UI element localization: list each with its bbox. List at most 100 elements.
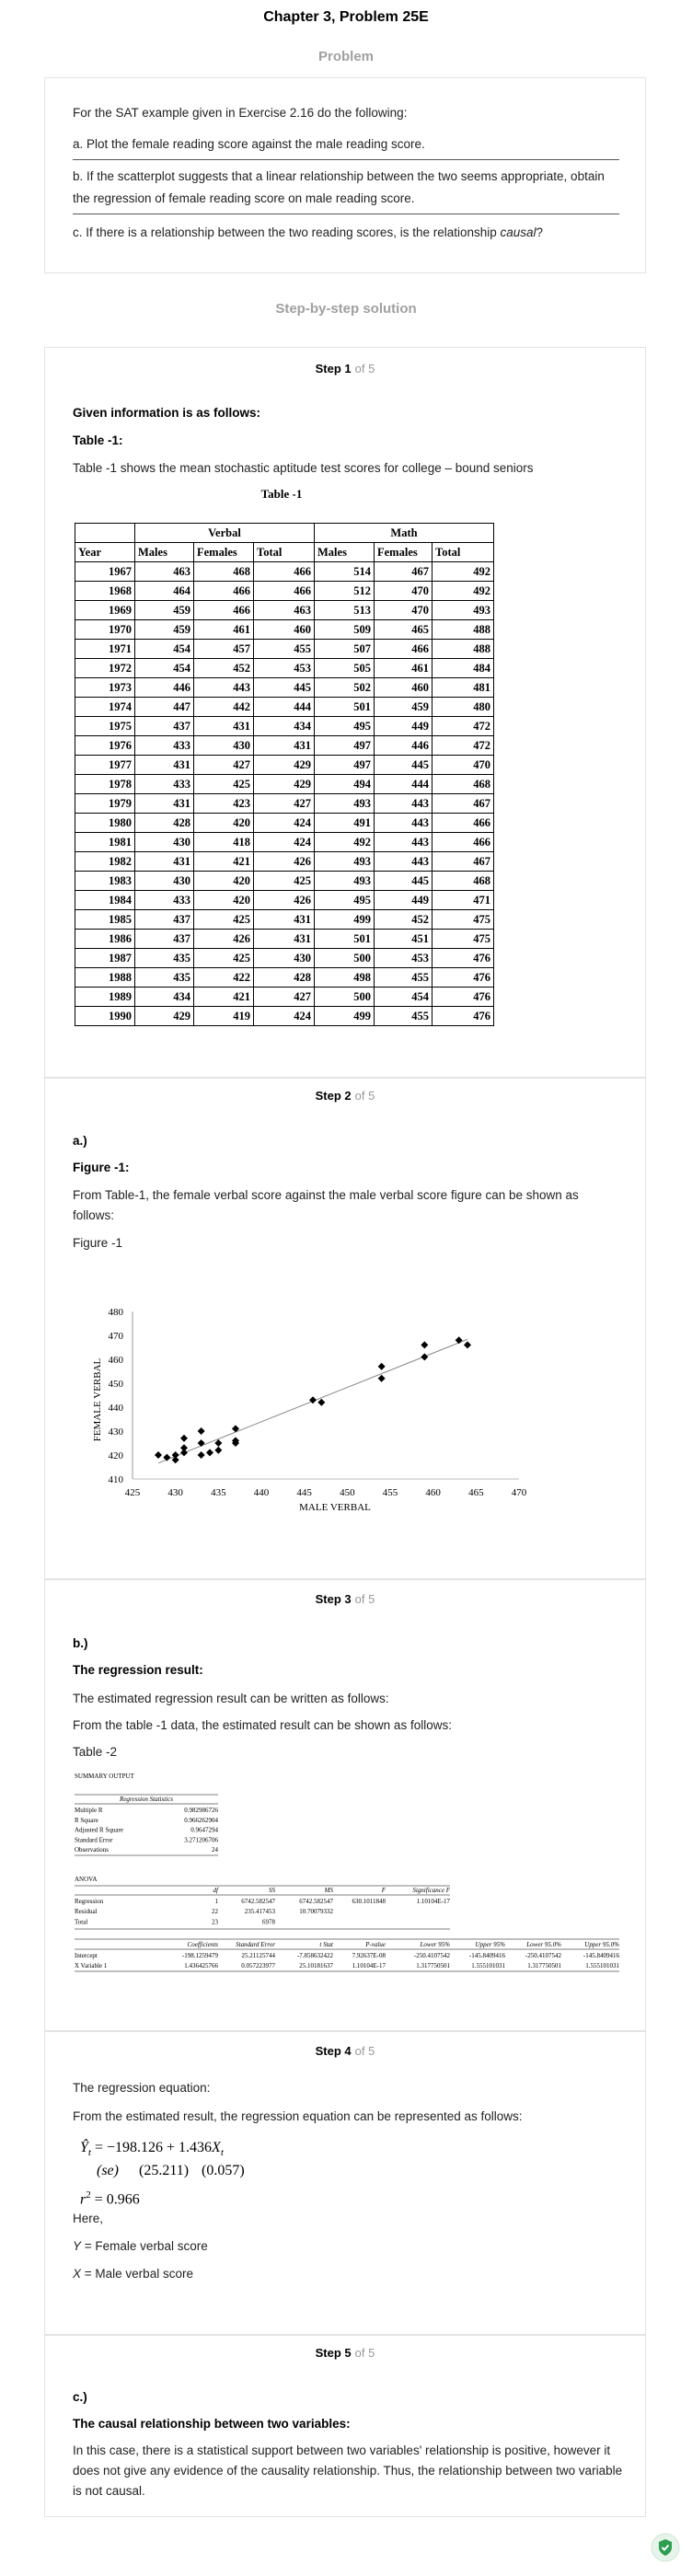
score-cell: 471 xyxy=(432,890,494,910)
score-cell: 467 xyxy=(374,561,432,582)
step-number: Step 5 xyxy=(315,2346,352,2360)
table-row: 1987 435 425 430 500 453 476 xyxy=(75,948,494,968)
step-total: of 5 xyxy=(354,1592,375,1606)
point xyxy=(377,1362,386,1370)
score-cell: 513 xyxy=(314,600,375,620)
point xyxy=(197,1439,205,1447)
score-cell: 443 xyxy=(193,677,254,698)
score-cell: 466 xyxy=(432,832,494,852)
r-squared: r2 = 0.966 xyxy=(80,2186,140,2209)
value: = 0.966 xyxy=(94,2191,140,2208)
stat-value: 0.982986726 xyxy=(184,1807,218,1814)
score-cell: 445 xyxy=(374,755,432,775)
coef-header: Upper 95.0% xyxy=(584,1941,619,1948)
score-cell: 429 xyxy=(253,755,315,775)
score-cell: 453 xyxy=(253,658,315,678)
point xyxy=(180,1444,188,1452)
heading: Given information is as follows: xyxy=(73,406,261,420)
score-cell: 464 xyxy=(134,581,194,601)
score-cell: 443 xyxy=(374,813,432,833)
superscript: 2 xyxy=(86,2189,91,2201)
score-cell: 425 xyxy=(193,909,254,930)
year-cell: 1969 xyxy=(75,600,135,620)
problem-intro: For the SAT example given in Exercise 2.… xyxy=(73,106,408,120)
score-cell: 430 xyxy=(193,735,254,756)
year-cell: 1978 xyxy=(75,774,135,794)
score-cell: 454 xyxy=(134,639,194,659)
symbol: Ŷ xyxy=(80,2140,88,2155)
score-cell: 514 xyxy=(314,561,375,582)
chart: 410 420 430 440 450 460 470 480 425 430 435 440 445 4… xyxy=(92,1307,527,1513)
column-header: Total xyxy=(432,542,494,562)
score-cell: 466 xyxy=(253,581,315,601)
score-cell: 497 xyxy=(314,755,375,775)
year-cell: 1986 xyxy=(75,929,135,949)
score-cell: 442 xyxy=(193,697,254,717)
coef-cell: -7.858632422 xyxy=(297,1952,334,1959)
step-number: Step 4 xyxy=(315,2044,352,2058)
score-cell: 499 xyxy=(314,1006,375,1026)
year-cell: 1982 xyxy=(75,851,135,872)
year-cell: 1970 xyxy=(75,619,135,640)
step-header: Step 5 of 5 xyxy=(45,2345,645,2362)
y-tick-label: 450 xyxy=(109,1379,124,1390)
text: causal xyxy=(500,225,536,239)
score-cell: 425 xyxy=(193,774,254,794)
coef-header: Lower 95.0% xyxy=(525,1941,561,1948)
table-row: 1969 459 466 463 513 470 493 xyxy=(75,600,494,620)
x-tick-label: 440 xyxy=(254,1487,270,1498)
score-cell: 420 xyxy=(193,890,254,910)
coef-cell: 1.10104E-17 xyxy=(352,1962,386,1970)
table-row: 1985 437 425 431 499 452 475 xyxy=(75,909,494,930)
score-cell: 437 xyxy=(134,716,194,736)
score-cell: 455 xyxy=(374,1006,432,1026)
score-cell: 509 xyxy=(314,619,375,640)
definition: X = Male verbal score xyxy=(73,2266,193,2282)
coef-cell: 7.92637E-08 xyxy=(352,1952,386,1959)
x-tick-label: 425 xyxy=(125,1487,141,1498)
point xyxy=(214,1446,223,1454)
row-label: Residual xyxy=(75,1908,98,1915)
table-caption: Table -1 xyxy=(260,487,303,501)
year-cell: 1968 xyxy=(75,581,135,601)
score-cell: 444 xyxy=(374,774,432,794)
table-row: 1972 454 452 453 505 461 484 xyxy=(75,658,494,678)
shield-icon[interactable] xyxy=(651,2533,680,2562)
score-cell: 472 xyxy=(432,735,494,756)
point xyxy=(421,1341,429,1349)
stat-value: 0.966262904 xyxy=(184,1817,218,1824)
y-tick-label: 470 xyxy=(109,1331,124,1342)
table-row: 1988 435 422 428 498 455 476 xyxy=(75,967,494,988)
score-cell: 512 xyxy=(314,581,375,601)
table-row: 1981 430 418 424 492 443 466 xyxy=(75,832,494,852)
column-header: Females xyxy=(374,542,432,562)
score-cell: 507 xyxy=(314,639,375,659)
step-number: Step 3 xyxy=(315,1592,352,1606)
year-cell: 1985 xyxy=(75,909,135,930)
table-row: 1968 464 466 466 512 470 492 xyxy=(75,581,494,601)
score-cell: 433 xyxy=(134,774,194,794)
x-tick-label: 430 xyxy=(167,1487,183,1498)
coef-cell: 1.436425766 xyxy=(184,1962,218,1970)
row-label: X Variable 1 xyxy=(75,1962,108,1970)
score-cell: 501 xyxy=(314,929,375,949)
point xyxy=(155,1451,162,1459)
score-cell: 443 xyxy=(374,851,432,872)
score-cell: 467 xyxy=(432,851,494,872)
score-cell: 480 xyxy=(432,697,494,717)
score-cell: 475 xyxy=(432,909,494,930)
score-cell: 454 xyxy=(134,658,194,678)
score-cell: 445 xyxy=(374,871,432,891)
coef-header: Lower 95% xyxy=(420,1941,451,1948)
coef-cell: 1.555101031 xyxy=(471,1962,505,1970)
se-label: (se) xyxy=(97,2163,119,2178)
year-cell: 1983 xyxy=(75,871,135,891)
text: = Male verbal score xyxy=(84,2267,193,2281)
score-cell: 459 xyxy=(134,600,194,620)
point xyxy=(377,1374,386,1382)
coef-cell: 25.10181637 xyxy=(299,1962,333,1970)
symbol: Y xyxy=(73,2239,82,2253)
score-cell: 501 xyxy=(314,697,375,717)
score-cell: 429 xyxy=(134,1006,194,1026)
point xyxy=(421,1353,429,1361)
